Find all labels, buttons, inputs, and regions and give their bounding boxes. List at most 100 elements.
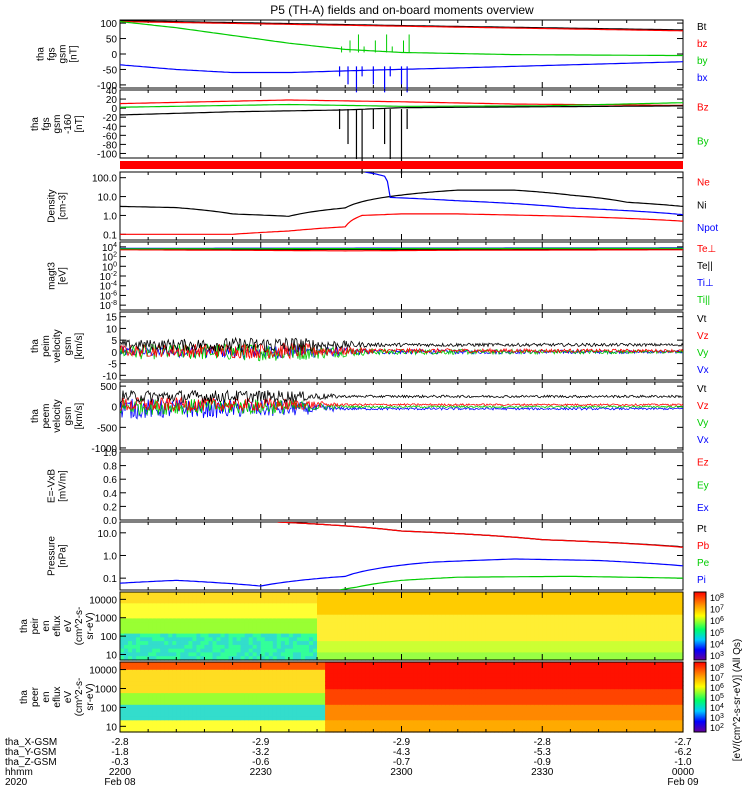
- peir-cell: [425, 644, 431, 650]
- fgs-ytick-label: 0: [111, 50, 117, 61]
- peer-cell: [136, 704, 141, 710]
- peer-cell: [397, 662, 403, 667]
- peir-cell: [268, 637, 274, 642]
- peer-cell: [132, 673, 137, 679]
- peir-cell: [630, 652, 636, 657]
- peer-cell: [309, 712, 314, 718]
- peir-cell: [204, 599, 209, 604]
- peer-cell: [288, 697, 294, 702]
- peer-cell: [224, 724, 230, 729]
- peir-cell: [156, 622, 161, 627]
- peir-cell: [385, 648, 390, 654]
- peer-cell: [469, 665, 475, 671]
- peer-cell: [401, 685, 407, 690]
- peir-cell: [329, 644, 334, 650]
- peir-cell: [220, 652, 226, 657]
- peir-cell: [152, 637, 157, 642]
- peir-cell: [502, 641, 507, 646]
- peir-cell: [461, 641, 467, 646]
- peer-cell: [224, 685, 230, 690]
- peir-cell: [305, 622, 310, 627]
- peer-cell: [200, 677, 205, 683]
- peer-cell: [164, 681, 169, 686]
- peir-cell: [172, 603, 177, 608]
- peer-cell: [510, 716, 515, 721]
- peer-cell: [180, 697, 185, 702]
- peir-cell: [236, 644, 242, 650]
- peir-cell: [670, 610, 676, 616]
- peir-cell: [313, 599, 318, 604]
- peir-cell: [240, 652, 246, 657]
- peir-cell: [385, 595, 390, 601]
- peir-cell: [377, 648, 382, 654]
- peir-cell: [518, 618, 523, 623]
- peer-cell: [385, 697, 390, 702]
- peir-cell: [409, 633, 415, 638]
- peir-cell: [389, 652, 394, 657]
- peer-cell: [465, 693, 471, 698]
- peir-cell: [309, 618, 314, 623]
- peir-cell: [634, 599, 640, 604]
- peer-cell: [421, 720, 427, 725]
- peir-cell: [614, 644, 620, 650]
- peer-cell: [397, 677, 403, 683]
- peir-cell: [256, 610, 262, 616]
- peir-cell: [630, 592, 636, 597]
- peir-cell: [538, 595, 543, 601]
- peir-cell: [582, 633, 588, 638]
- peer-cell: [329, 693, 334, 698]
- peir-cell: [196, 599, 201, 604]
- peer-cell: [421, 665, 427, 671]
- peir-cell: [477, 637, 483, 642]
- peir-cell: [675, 592, 680, 597]
- peir-cell: [389, 637, 394, 642]
- peir-cell: [586, 599, 592, 604]
- peer-cell: [449, 677, 455, 683]
- peir-cell: [638, 607, 644, 612]
- peer-cell: [260, 693, 266, 698]
- peir-cell: [397, 641, 403, 646]
- peir-cell: [160, 599, 165, 604]
- peir-cell: [425, 610, 431, 616]
- peir-cell: [594, 637, 600, 642]
- peer-cell: [164, 673, 169, 679]
- peer-cell: [361, 689, 366, 694]
- peer-cell: [385, 724, 390, 729]
- peir-cell: [654, 626, 660, 631]
- peir-cell: [228, 607, 234, 612]
- peer-cell: [252, 677, 258, 683]
- peer-cell: [461, 697, 467, 702]
- peir-cell: [490, 618, 495, 623]
- peer-cell: [232, 724, 238, 729]
- peir-cell: [477, 595, 483, 601]
- peer-cell: [236, 712, 242, 718]
- peer-cell: [128, 669, 133, 675]
- peer-cell: [236, 689, 242, 694]
- peer-cell: [309, 693, 314, 698]
- peer-cell: [425, 662, 431, 667]
- peir-cell: [136, 644, 141, 650]
- peer-cell: [276, 708, 282, 714]
- peer-cell: [232, 665, 238, 671]
- peir-cell: [626, 656, 632, 661]
- peir-cell: [481, 641, 487, 646]
- peer-cell: [409, 708, 415, 714]
- peir-cell: [208, 607, 214, 612]
- peir-cell: [280, 622, 286, 627]
- peer-cell: [369, 689, 374, 694]
- peir-cell: [357, 599, 362, 604]
- peir-cell: [578, 599, 583, 604]
- peer-cell: [365, 665, 370, 671]
- peer-cell: [160, 685, 165, 690]
- peer-cell: [276, 693, 282, 698]
- peir-cell: [128, 614, 133, 620]
- peir-cell: [389, 629, 394, 635]
- peir-cell: [662, 599, 668, 604]
- peer-cell: [168, 662, 173, 667]
- peer-cell: [490, 681, 495, 686]
- peir-cell: [542, 626, 547, 631]
- peir-cell: [260, 622, 266, 627]
- peir-cell: [152, 644, 157, 650]
- peir-cell: [546, 626, 551, 631]
- peer-cell: [498, 669, 503, 675]
